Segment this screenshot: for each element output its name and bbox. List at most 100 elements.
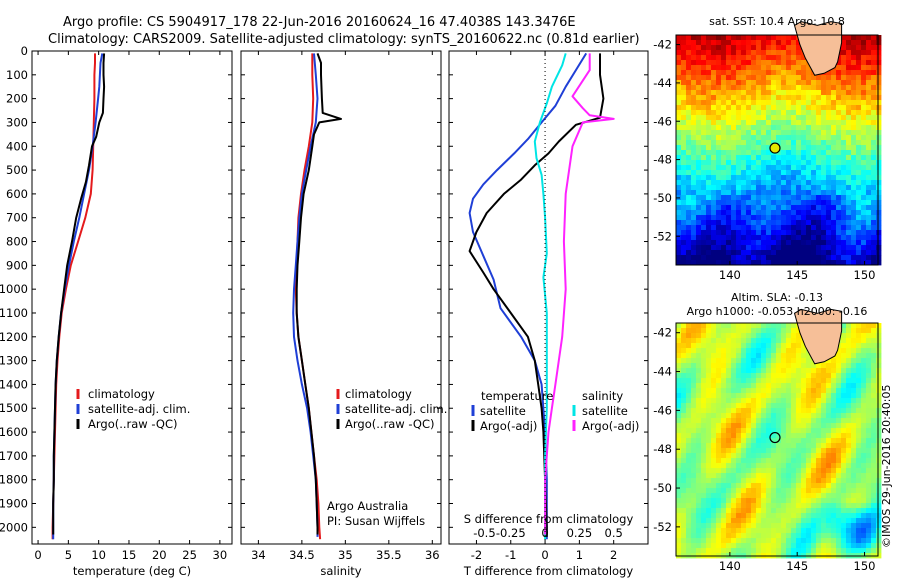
map-cell — [791, 513, 797, 519]
map-cell — [856, 508, 862, 514]
map-cell — [726, 398, 732, 404]
map-cell — [756, 165, 762, 171]
depth-tick-label: 2000 — [0, 520, 28, 534]
map-cell — [811, 105, 817, 111]
map-cell — [841, 503, 847, 509]
map-cell — [726, 543, 732, 549]
map-cell — [691, 60, 697, 66]
map-cell — [876, 125, 882, 131]
map-cell — [736, 90, 742, 96]
map-cell — [856, 100, 862, 106]
map-cell — [771, 333, 777, 339]
map-cell — [811, 383, 817, 389]
map-cell — [846, 463, 852, 469]
map-cell — [746, 185, 752, 191]
map-cell — [836, 130, 842, 136]
map-cell — [751, 210, 757, 216]
map-cell — [756, 428, 762, 434]
map-cell — [846, 130, 852, 136]
argo-float-marker — [769, 431, 781, 444]
map-cell — [721, 50, 727, 56]
map-x-tick-label: 150 — [854, 559, 876, 573]
map-cell — [746, 543, 752, 549]
map-cell — [841, 378, 847, 384]
map-cell — [811, 235, 817, 241]
map-cell — [851, 413, 857, 419]
map-cell — [841, 418, 847, 424]
map-cell — [791, 130, 797, 136]
map-cell — [711, 105, 717, 111]
map-cell — [766, 105, 772, 111]
map-cell — [676, 115, 682, 121]
map-cell — [751, 50, 757, 56]
map-cell — [686, 185, 692, 191]
map-cell — [781, 155, 787, 161]
map-cell — [796, 135, 802, 141]
map-cell — [826, 240, 832, 246]
map-cell — [871, 235, 877, 241]
map-cell — [831, 170, 837, 176]
map-cell — [681, 190, 687, 196]
map-cell — [746, 245, 752, 251]
map-cell — [756, 523, 762, 529]
map-cell — [771, 90, 777, 96]
map-cell — [876, 105, 882, 111]
map-cell — [781, 468, 787, 474]
map-cell — [866, 468, 872, 474]
map-cell — [861, 458, 867, 464]
map-cell — [851, 353, 857, 359]
map-cell — [851, 518, 857, 524]
map-cell — [846, 338, 852, 344]
map-cell — [816, 85, 822, 91]
map-cell — [811, 368, 817, 374]
map-cell — [851, 338, 857, 344]
map-cell — [751, 155, 757, 161]
map-cell — [861, 65, 867, 71]
map-cell — [846, 453, 852, 459]
depth-tick-label: 1700 — [0, 449, 28, 463]
map-cell — [876, 120, 882, 126]
map-cell — [751, 100, 757, 106]
map-cell — [756, 35, 762, 41]
map-cell — [756, 255, 762, 261]
map-cell — [686, 95, 692, 101]
map-cell — [691, 348, 697, 354]
map-cell — [841, 498, 847, 504]
map-cell — [696, 328, 702, 334]
map-cell — [751, 398, 757, 404]
map-cell — [761, 35, 767, 41]
map-cell — [731, 548, 737, 554]
map-cell — [761, 130, 767, 136]
map-cell — [771, 433, 777, 439]
map-cell — [726, 145, 732, 151]
map-cell — [851, 180, 857, 186]
legend-label: climatology — [345, 387, 412, 401]
map-cell — [681, 180, 687, 186]
map-cell — [751, 115, 757, 121]
map-cell — [871, 448, 877, 454]
map-cell — [766, 190, 772, 196]
map-cell — [841, 50, 847, 56]
map-cell — [686, 543, 692, 549]
map-cell — [746, 433, 752, 439]
map-cell — [851, 503, 857, 509]
map-cell — [826, 403, 832, 409]
map-cell — [771, 483, 777, 489]
map-cell — [876, 110, 882, 116]
map-cell — [836, 358, 842, 364]
map-cell — [851, 165, 857, 171]
map-cell — [721, 170, 727, 176]
map-cell — [876, 363, 882, 369]
map-cell — [821, 115, 827, 121]
map-cell — [821, 528, 827, 534]
map-cell — [831, 508, 837, 514]
map-cell — [701, 398, 707, 404]
map-cell — [676, 428, 682, 434]
map-cell — [776, 205, 782, 211]
map-cell — [711, 528, 717, 534]
map-cell — [761, 478, 767, 484]
map-cell — [776, 165, 782, 171]
map-cell — [871, 398, 877, 404]
series-line-0 — [294, 53, 322, 540]
map-cell — [866, 423, 872, 429]
